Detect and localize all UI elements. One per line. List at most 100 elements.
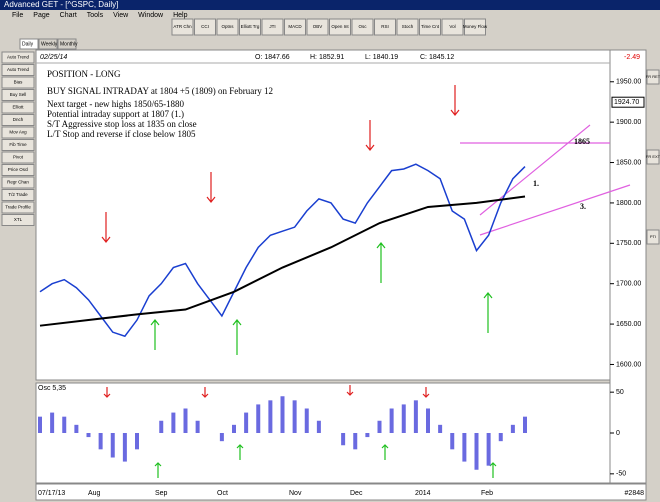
- osc-bar: [195, 420, 200, 433]
- title-bar: [0, 0, 660, 10]
- osc-bar: [523, 416, 527, 433]
- osc-tick-label: -50: [616, 471, 626, 478]
- tool-button[interactable]: [374, 18, 396, 36]
- tab[interactable]: [57, 38, 77, 50]
- tool-button[interactable]: [396, 18, 419, 36]
- left-tool[interactable]: [1, 126, 35, 139]
- osc-bar: [183, 408, 188, 433]
- right-tool[interactable]: [646, 229, 660, 245]
- osc-bar: [498, 433, 503, 442]
- tool-button[interactable]: [419, 18, 441, 36]
- month-label: Dec: [350, 490, 363, 497]
- menu-item[interactable]: View: [113, 12, 129, 19]
- tool-button[interactable]: [284, 18, 306, 36]
- tab-label: Daily: [22, 41, 34, 47]
- annotation: S/T Aggressive stop loss at 1835 on clos…: [47, 119, 197, 129]
- left-tool-label: Regr Chan: [7, 180, 29, 185]
- menu-item[interactable]: Page: [33, 12, 49, 19]
- y-tick-label: 1850.00: [616, 159, 641, 166]
- right-tool[interactable]: [646, 69, 660, 85]
- info-low: L: 1840.19: [365, 54, 398, 61]
- osc-bar: [474, 433, 479, 470]
- tool-label: Time Cnt: [421, 24, 440, 29]
- menu-item[interactable]: File: [12, 12, 23, 19]
- y-tick-label: 1750.00: [616, 240, 641, 247]
- osc-bar: [268, 400, 273, 433]
- right-tool[interactable]: [646, 149, 660, 165]
- month-label: Nov: [289, 490, 302, 497]
- left-tool[interactable]: [1, 189, 35, 201]
- tool-label: Elliott Trg: [241, 24, 260, 29]
- annotation: Potential intraday support at 1807 (1.): [47, 109, 184, 119]
- osc-bar: [135, 433, 139, 450]
- info-high: H: 1852.91: [310, 54, 344, 61]
- left-tool[interactable]: [1, 164, 35, 176]
- osc-bar: [365, 433, 370, 438]
- tool-button[interactable]: [261, 18, 284, 36]
- left-tool[interactable]: [1, 214, 35, 226]
- tool-button[interactable]: [329, 18, 351, 36]
- month-label: Oct: [217, 490, 228, 497]
- month-label: Feb: [481, 490, 493, 497]
- right-tool-label: FR RET: [646, 74, 660, 79]
- tool-button[interactable]: [464, 18, 486, 36]
- month-label: Aug: [88, 490, 101, 497]
- osc-bar: [304, 408, 309, 433]
- left-tool[interactable]: [1, 151, 35, 164]
- osc-bar: [377, 420, 382, 433]
- annotation: Next target - new highs 1850/65-1880: [47, 99, 185, 109]
- tool-button[interactable]: [441, 18, 464, 36]
- tab-label: Monthly: [60, 41, 78, 47]
- tool-button[interactable]: [306, 18, 329, 36]
- tool-label: MACD: [288, 24, 302, 29]
- left-tool[interactable]: [1, 89, 35, 101]
- left-tool[interactable]: [1, 76, 35, 89]
- menu-item[interactable]: Help: [173, 12, 188, 19]
- chart-label: 1.: [533, 179, 539, 188]
- left-tool-label: Fib Time: [9, 142, 27, 147]
- left-tool-label: Bias: [14, 80, 24, 85]
- y-tick-label: 1950.00: [616, 79, 641, 86]
- tool-label: Vol: [449, 24, 455, 29]
- chart-label: 3.: [580, 202, 586, 211]
- tab[interactable]: [38, 38, 58, 50]
- tab[interactable]: [19, 38, 39, 50]
- osc-bar: [389, 408, 394, 433]
- tool-label: Open Int: [331, 24, 349, 29]
- tool-button[interactable]: [239, 18, 261, 36]
- menu-item[interactable]: Chart: [60, 12, 77, 19]
- osc-bar: [86, 433, 91, 438]
- left-tool-label: Auto Trend: [7, 55, 30, 60]
- osc-bar: [316, 420, 321, 433]
- series-line: [39, 163, 526, 338]
- last-price-box: [611, 96, 645, 108]
- menu-item[interactable]: Window: [138, 12, 164, 19]
- left-tool[interactable]: [1, 64, 35, 76]
- left-tool[interactable]: [1, 114, 35, 126]
- tool-button[interactable]: [171, 18, 194, 36]
- left-tool[interactable]: [1, 101, 35, 114]
- osc-bar: [426, 408, 430, 433]
- left-tool-label: Price Oscl: [8, 167, 29, 172]
- info-open: O: 1847.66: [255, 54, 290, 61]
- window-title: Advanced GET - [^GSPC, Daily]: [4, 0, 118, 9]
- osc-bar: [110, 433, 115, 458]
- y-tick-label: 1700.00: [616, 281, 641, 288]
- left-tool-label: XTL: [14, 217, 23, 222]
- left-tool[interactable]: [1, 201, 35, 214]
- annotation: L/T Stop and reverse if close below 1805: [47, 129, 196, 139]
- month-label: Sep: [155, 490, 168, 497]
- osc-bar: [292, 400, 297, 433]
- tool-button[interactable]: [194, 18, 216, 36]
- osc-tick-label: 0: [616, 430, 620, 437]
- y-tick-label: 1600.00: [616, 361, 641, 368]
- osc-bar: [280, 396, 285, 433]
- tool-button[interactable]: [216, 18, 239, 36]
- menu-item[interactable]: Tools: [87, 12, 104, 19]
- left-tool[interactable]: [1, 176, 35, 189]
- tool-button[interactable]: [351, 18, 374, 36]
- left-tool[interactable]: [1, 139, 35, 151]
- series-line: [39, 195, 526, 327]
- info-change: -2.49: [624, 54, 640, 61]
- left-tool[interactable]: [1, 51, 35, 64]
